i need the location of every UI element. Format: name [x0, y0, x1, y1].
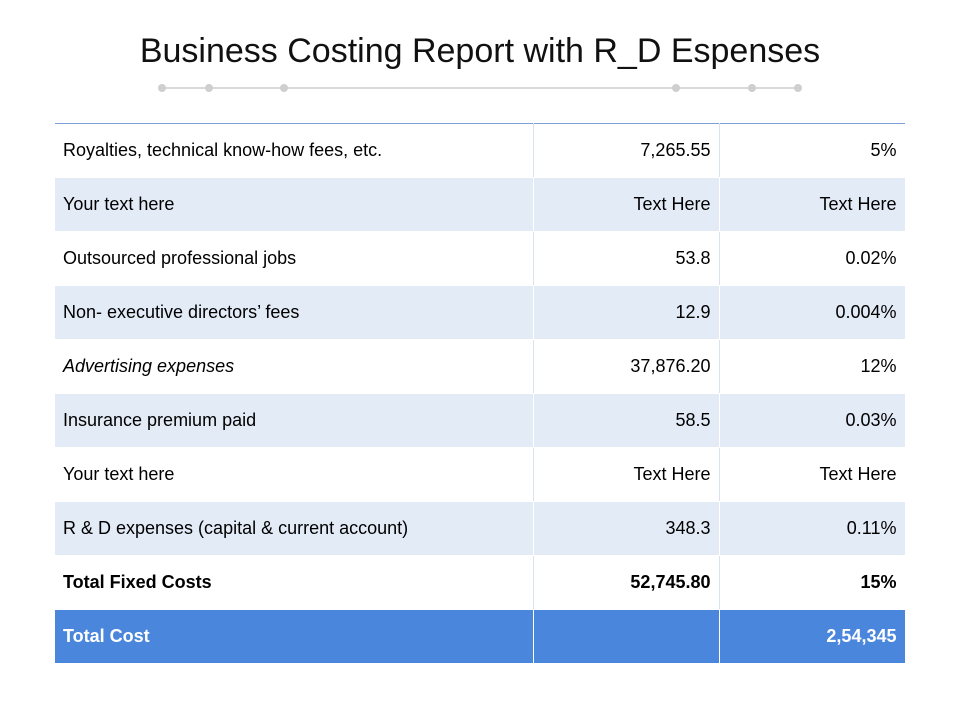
cost-table: Royalties, technical know-how fees, etc.… [55, 123, 906, 664]
row-percent: 0.02% [719, 231, 906, 286]
row-label: R & D expenses (capital & current accoun… [55, 501, 534, 556]
table-row: Advertising expenses 37,876.20 12% [55, 339, 906, 394]
divider-dot [280, 84, 288, 92]
row-value: 58.5 [533, 393, 720, 448]
row-percent: Text Here [719, 177, 906, 232]
page-title: Business Costing Report with R_D Espense… [139, 32, 821, 70]
divider-dot [158, 84, 166, 92]
row-value: 348.3 [533, 501, 720, 556]
subtotal-label: Total Fixed Costs [55, 555, 534, 610]
row-percent: 0.11% [719, 501, 906, 556]
subtotal-percent: 15% [719, 555, 906, 610]
row-percent: 0.004% [719, 285, 906, 340]
row-percent: 12% [719, 339, 906, 394]
row-percent: 0.03% [719, 393, 906, 448]
decorative-divider [158, 84, 802, 92]
table-row: Outsourced professional jobs 53.8 0.02% [55, 231, 906, 286]
table-row: Royalties, technical know-how fees, etc.… [55, 123, 906, 178]
row-label: Your text here [55, 177, 534, 232]
divider-dot [794, 84, 802, 92]
row-value: Text Here [533, 447, 720, 502]
row-value: 37,876.20 [533, 339, 720, 394]
total-value [533, 609, 720, 664]
row-value: 7,265.55 [533, 123, 720, 178]
row-percent: 5% [719, 123, 906, 178]
row-percent: Text Here [719, 447, 906, 502]
total-row: Total Cost 2,54,345 [55, 609, 906, 664]
row-label: Non- executive directors’ fees [55, 285, 534, 340]
table-row: Your text here Text Here Text Here [55, 177, 906, 232]
total-amount: 2,54,345 [719, 609, 906, 664]
row-label: Outsourced professional jobs [55, 231, 534, 286]
row-value: Text Here [533, 177, 720, 232]
total-label: Total Cost [55, 609, 534, 664]
row-label: Advertising expenses [55, 339, 534, 394]
row-value: 53.8 [533, 231, 720, 286]
subtotal-value: 52,745.80 [533, 555, 720, 610]
divider-dot [672, 84, 680, 92]
table-row: Insurance premium paid 58.5 0.03% [55, 393, 906, 448]
table-row: Non- executive directors’ fees 12.9 0.00… [55, 285, 906, 340]
row-label: Your text here [55, 447, 534, 502]
divider-dot [205, 84, 213, 92]
row-label: Royalties, technical know-how fees, etc. [55, 123, 534, 178]
subtotal-row: Total Fixed Costs 52,745.80 15% [55, 555, 906, 610]
row-label: Insurance premium paid [55, 393, 534, 448]
table-row: R & D expenses (capital & current accoun… [55, 501, 906, 556]
row-value: 12.9 [533, 285, 720, 340]
table-row: Your text here Text Here Text Here [55, 447, 906, 502]
divider-dot [748, 84, 756, 92]
